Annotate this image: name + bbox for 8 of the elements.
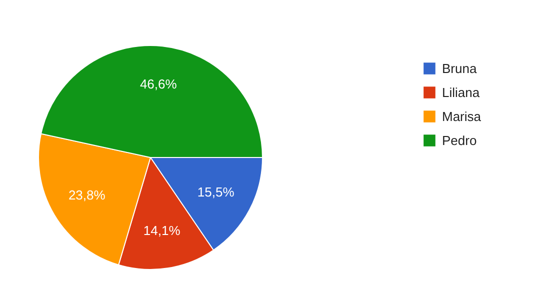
data-label: 23,8%	[68, 188, 106, 203]
data-label: 46,6%	[140, 76, 178, 92]
legend-label: Bruna	[442, 60, 477, 76]
data-label: 14,1%	[143, 223, 181, 238]
legend-label: Liliana	[442, 84, 480, 100]
legend-label: Marisa	[442, 108, 481, 124]
legend-label: Pedro	[442, 132, 477, 148]
data-label: 15,5%	[197, 184, 235, 200]
